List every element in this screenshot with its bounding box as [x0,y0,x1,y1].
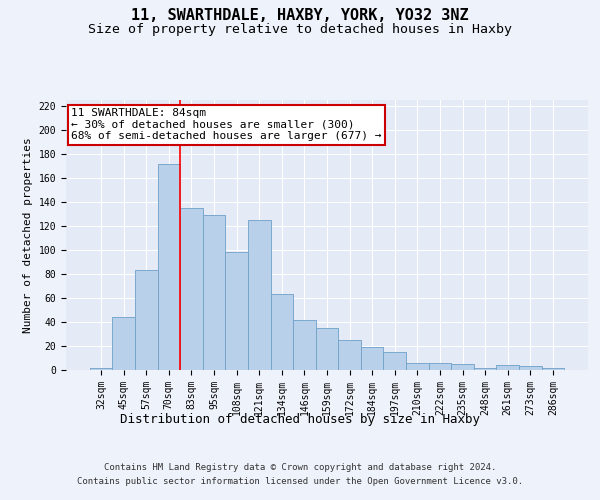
Text: 11 SWARTHDALE: 84sqm
← 30% of detached houses are smaller (300)
68% of semi-deta: 11 SWARTHDALE: 84sqm ← 30% of detached h… [71,108,382,142]
Bar [496,365,519,370]
Text: 11, SWARTHDALE, HAXBY, YORK, YO32 3NZ: 11, SWARTHDALE, HAXBY, YORK, YO32 3NZ [131,8,469,22]
Bar [383,352,406,370]
Bar [451,364,474,370]
Bar [361,347,383,370]
Bar [542,368,564,370]
Text: Contains public sector information licensed under the Open Government Licence v3: Contains public sector information licen… [77,478,523,486]
Bar [135,270,158,370]
Text: Contains HM Land Registry data © Crown copyright and database right 2024.: Contains HM Land Registry data © Crown c… [104,462,496,471]
Text: Size of property relative to detached houses in Haxby: Size of property relative to detached ho… [88,22,512,36]
Bar [293,320,316,370]
Y-axis label: Number of detached properties: Number of detached properties [23,137,33,333]
Bar [226,252,248,370]
Bar [90,368,112,370]
Bar [180,208,203,370]
Text: Distribution of detached houses by size in Haxby: Distribution of detached houses by size … [120,412,480,426]
Bar [158,164,180,370]
Bar [112,317,135,370]
Bar [316,328,338,370]
Bar [428,363,451,370]
Bar [474,368,496,370]
Bar [203,215,226,370]
Bar [271,294,293,370]
Bar [519,366,542,370]
Bar [338,340,361,370]
Bar [406,363,428,370]
Bar [248,220,271,370]
